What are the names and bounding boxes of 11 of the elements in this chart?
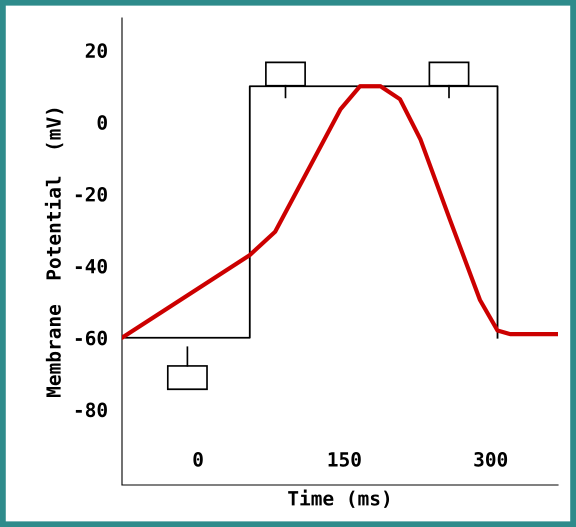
y-tick-label: -20 [76, 186, 107, 202]
y-tick-label: -60 [76, 330, 107, 346]
x-tick-label: 300 [474, 452, 508, 467]
x-tick-label: 150 [328, 452, 361, 467]
y-axis-title: Membrane Potential (mV) [44, 108, 64, 398]
y-tick-label: -80 [76, 402, 107, 418]
y-tick-label: 20 [86, 43, 107, 58]
x-tick-label: 0 [193, 452, 203, 467]
x-axis-title: Time (ms) [288, 490, 390, 508]
y-tick-label: 0 [98, 115, 107, 130]
y-tick-label: -40 [76, 258, 107, 274]
